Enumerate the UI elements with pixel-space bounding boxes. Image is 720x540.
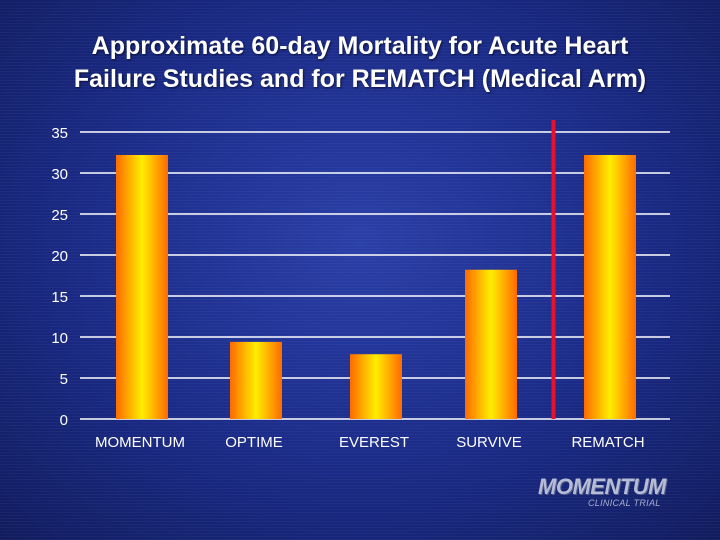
y-tick-label: 35	[51, 125, 68, 142]
chart-title-line-1: Approximate 60-day Mortality for Acute H…	[91, 32, 629, 60]
y-tick-label: 10	[51, 330, 68, 347]
y-tick-label: 15	[51, 289, 68, 306]
bars	[116, 154, 636, 419]
x-tick-label: REMATCH	[571, 434, 644, 451]
gridlines	[80, 131, 670, 420]
chart-title-line-2: Failure Studies and for REMATCH (Medical…	[73, 65, 647, 93]
x-axis-tick-labels: MOMENTUM OPTIME EVEREST SURVIVE REMATCH	[95, 434, 645, 451]
logo-subtitle: CLINICAL TRIAL	[588, 498, 661, 508]
bar-optime	[230, 341, 282, 419]
x-tick-label: OPTIME	[225, 434, 283, 451]
x-tick-label: SURVIVE	[456, 434, 522, 451]
y-tick-label: 30	[51, 166, 68, 183]
x-tick-label: EVEREST	[339, 434, 409, 451]
bar-everest	[350, 354, 402, 419]
bar-rematch	[584, 154, 636, 419]
y-tick-label: 0	[60, 412, 68, 429]
y-axis-tick-labels: 0 5 10 15 20 25 30 35	[51, 125, 68, 429]
y-tick-label: 25	[51, 207, 68, 224]
x-tick-label: MOMENTUM	[95, 434, 185, 451]
bar-survive	[465, 269, 517, 419]
bar-momentum	[116, 154, 168, 419]
momentum-logo: MOMENTUM CLINICAL TRIAL	[538, 474, 688, 514]
logo-wordmark: MOMENTUM	[538, 474, 666, 499]
y-tick-label: 20	[51, 248, 68, 265]
y-tick-label: 5	[60, 371, 68, 388]
chart-title: Approximate 60-day Mortality for Acute H…	[0, 30, 720, 96]
